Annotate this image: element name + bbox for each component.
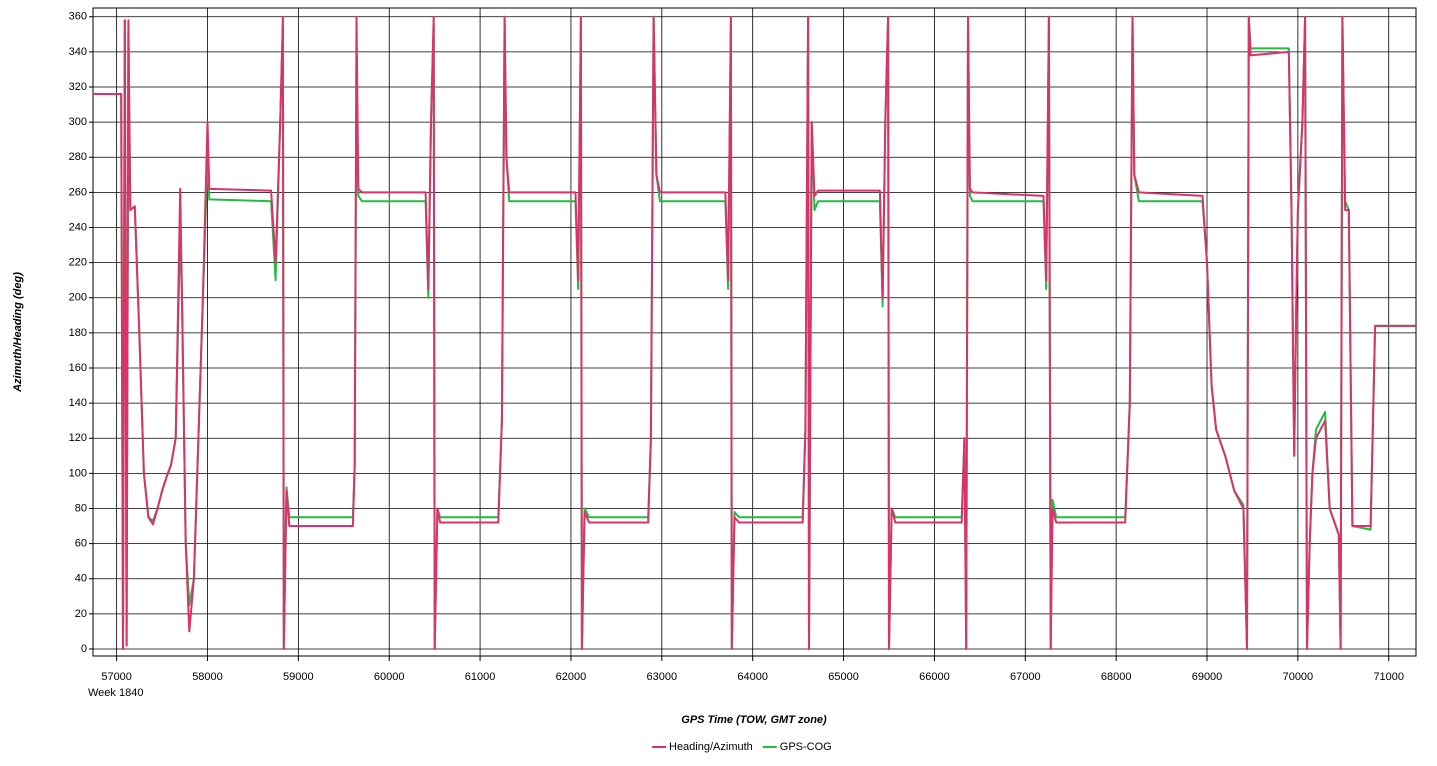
y-tick-label: 200 [69,292,87,304]
y-tick-label: 60 [75,538,87,550]
x-tick-label: 64000 [737,671,768,683]
x-tick-label: 66000 [919,671,950,683]
y-tick-label: 140 [69,397,87,409]
x-tick-label: 62000 [556,671,587,683]
y-tick-label: 120 [69,432,87,444]
y-tick-label: 300 [69,116,87,128]
y-tick-label: 320 [69,81,87,93]
y-tick-label: 360 [69,11,87,23]
x-tick-label: 63000 [647,671,678,683]
x-tick-label: 58000 [192,671,223,683]
y-tick-label: 80 [75,502,87,514]
y-tick-label: 240 [69,221,87,233]
y-axis-title: Azimuth/Heading (deg) [12,272,24,393]
y-tick-label: 280 [69,151,87,163]
y-tick-label: 180 [69,327,87,339]
x-axis-title: GPS Time (TOW, GMT zone) [681,714,827,726]
x-tick-label: 67000 [1010,671,1041,683]
y-tick-label: 20 [75,608,87,620]
x-tick-label: 69000 [1192,671,1223,683]
y-tick-label: 160 [69,362,87,374]
x-tick-label: 71000 [1373,671,1404,683]
annotation: Week 1840 [88,687,143,699]
y-tick-label: 340 [69,46,87,58]
y-tick-label: 0 [81,643,87,655]
x-tick-label: 65000 [828,671,859,683]
y-tick-label: 100 [69,467,87,479]
x-tick-label: 57000 [101,671,132,683]
x-tick-label: 68000 [1101,671,1132,683]
x-tick-label: 60000 [374,671,405,683]
y-tick-label: 220 [69,257,87,269]
y-tick-label: 40 [75,573,87,585]
plot-area [92,7,1417,657]
x-tick-label: 61000 [465,671,496,683]
x-tick-label: 70000 [1283,671,1314,683]
legend-label: Heading/Azimuth [669,741,753,753]
y-tick-label: 260 [69,186,87,198]
x-tick-label: 59000 [283,671,314,683]
data-line [93,15,1416,650]
legend-label: GPS-COG [780,741,832,753]
